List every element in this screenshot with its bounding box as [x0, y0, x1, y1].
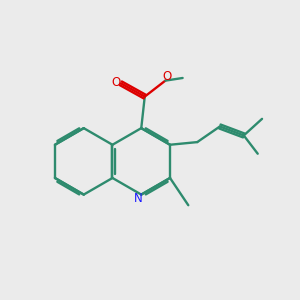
- Text: O: O: [111, 76, 120, 89]
- Text: N: N: [134, 192, 142, 205]
- Text: O: O: [163, 70, 172, 83]
